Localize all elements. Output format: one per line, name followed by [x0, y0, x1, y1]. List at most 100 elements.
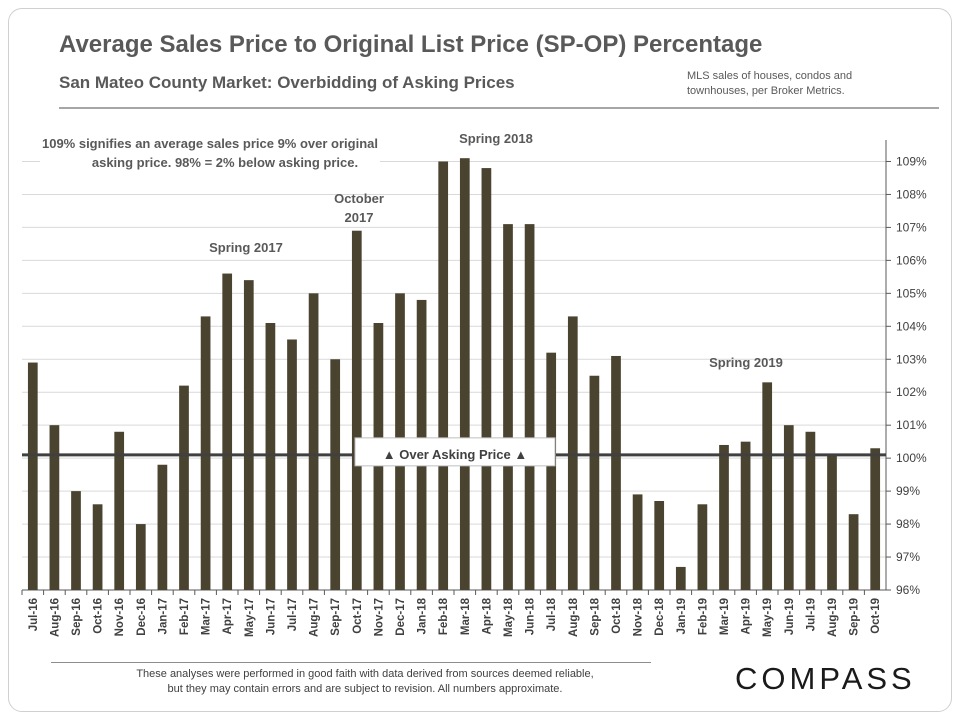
bar: [481, 168, 492, 590]
x-tick-label: May-17: [244, 598, 256, 637]
bar: [848, 514, 859, 590]
bar: [870, 448, 881, 590]
y-tick-label: 107%: [896, 220, 927, 234]
x-tick-label: Oct-19: [870, 598, 882, 634]
y-tick-label: 102%: [896, 385, 927, 399]
bar: [524, 224, 535, 590]
bar: [503, 224, 513, 590]
source-note-line-2: townhouses, per Broker Metrics.: [687, 85, 845, 97]
x-tick-label: Aug-18: [568, 597, 580, 637]
x-tick-label: Aug-19: [827, 598, 839, 637]
bar: [632, 494, 643, 590]
chart-annotation: Spring 2018: [459, 131, 533, 146]
x-tick-label: Dec-17: [395, 598, 407, 636]
bar: [287, 339, 297, 590]
y-tick-label: 106%: [896, 253, 927, 267]
source-note: MLS sales of houses, condos and townhous…: [687, 69, 927, 99]
bar: [27, 362, 38, 590]
bar: [697, 504, 708, 590]
x-tick-label: May-19: [762, 598, 774, 637]
x-tick-label: Nov-17: [373, 598, 385, 636]
bar: [243, 280, 254, 590]
y-tick-label: 96%: [896, 583, 920, 597]
compass-logo: COMPASS: [735, 661, 916, 696]
y-tick-label: 108%: [896, 187, 927, 201]
slide: Average Sales Price to Original List Pri…: [8, 8, 952, 712]
reference-label: ▲ Over Asking Price ▲: [383, 447, 527, 462]
bar: [351, 230, 362, 590]
bar: [654, 501, 665, 590]
x-tick-label: Aug-17: [309, 598, 321, 637]
y-tick-label: 105%: [896, 286, 927, 300]
bar: [567, 316, 578, 590]
chart-annotation: October: [334, 191, 384, 206]
x-tick-label: Apr-18: [481, 597, 493, 634]
y-tick-label: 99%: [896, 484, 920, 498]
chart-annotation: Spring 2019: [709, 355, 783, 370]
bar: [805, 431, 816, 590]
chart-annotation: asking price. 98% = 2% below asking pric…: [92, 155, 358, 170]
disclaimer: These analyses were performed in good fa…: [85, 667, 645, 697]
bar: [92, 504, 103, 590]
bar: [675, 566, 686, 590]
bar: [762, 382, 773, 590]
footer-divider: [51, 662, 651, 663]
x-tick-label: Aug-16: [49, 598, 61, 637]
x-tick-label: Feb-18: [438, 597, 450, 635]
x-tick-label: Jun-17: [265, 598, 277, 635]
x-tick-label: Nov-16: [114, 598, 126, 636]
x-tick-label: Jan-19: [676, 598, 688, 634]
x-tick-label: Jul-16: [28, 598, 40, 631]
x-tick-label: Sep-17: [330, 598, 342, 636]
x-tick-label: Feb-19: [697, 598, 709, 635]
reference-label-box: [354, 437, 556, 467]
header-divider: [59, 107, 939, 109]
bar: [546, 352, 557, 590]
bar: [438, 161, 449, 590]
x-tick-label: Jun-19: [784, 598, 796, 635]
y-tick-label: 103%: [896, 352, 927, 366]
bar: [135, 524, 146, 590]
bar: [157, 464, 168, 590]
bar: [611, 355, 621, 590]
x-tick-label: Oct-17: [352, 598, 364, 634]
bar: [783, 425, 794, 590]
bar: [589, 375, 600, 590]
bar: [200, 316, 211, 590]
bar: [740, 441, 751, 590]
disclaimer-line-1: These analyses were performed in good fa…: [136, 668, 594, 680]
y-tick-label: 100%: [896, 451, 927, 465]
chart-annotation: Spring 2017: [209, 240, 283, 255]
chart-annotation: 109% signifies an average sales price 9%…: [42, 136, 378, 151]
annotation-background: [40, 132, 380, 176]
bar: [459, 158, 470, 590]
x-tick-label: May-18: [503, 597, 515, 637]
x-tick-label: Sep-16: [71, 598, 83, 636]
bar: [308, 293, 319, 590]
bar: [179, 385, 189, 590]
x-tick-label: Sep-18: [589, 597, 601, 635]
x-tick-label: Jul-19: [805, 598, 817, 631]
x-tick-label: Apr-19: [741, 598, 753, 634]
x-tick-label: Oct-16: [93, 598, 105, 634]
y-tick-label: 98%: [896, 517, 920, 531]
bar: [49, 425, 60, 590]
x-tick-label: Jul-17: [287, 598, 299, 631]
x-tick-label: Mar-19: [719, 598, 731, 635]
x-tick-label: Apr-17: [222, 598, 234, 634]
y-tick-label: 104%: [896, 319, 927, 333]
x-tick-label: Sep-19: [849, 598, 861, 636]
x-tick-label: Jan-17: [157, 598, 169, 634]
x-tick-label: Jul-18: [546, 597, 558, 631]
bar: [222, 273, 233, 590]
bar: [114, 431, 125, 590]
x-tick-label: Dec-16: [136, 598, 148, 636]
x-tick-label: Oct-18: [611, 597, 623, 633]
x-tick-label: Mar-17: [201, 598, 213, 635]
disclaimer-line-2: but they may contain errors and are subj…: [167, 683, 563, 695]
source-note-line-1: MLS sales of houses, condos and: [687, 70, 853, 82]
x-tick-label: Jun-18: [525, 597, 537, 635]
y-tick-label: 97%: [896, 550, 920, 564]
page-subtitle: San Mateo County Market: Overbidding of …: [59, 73, 515, 92]
